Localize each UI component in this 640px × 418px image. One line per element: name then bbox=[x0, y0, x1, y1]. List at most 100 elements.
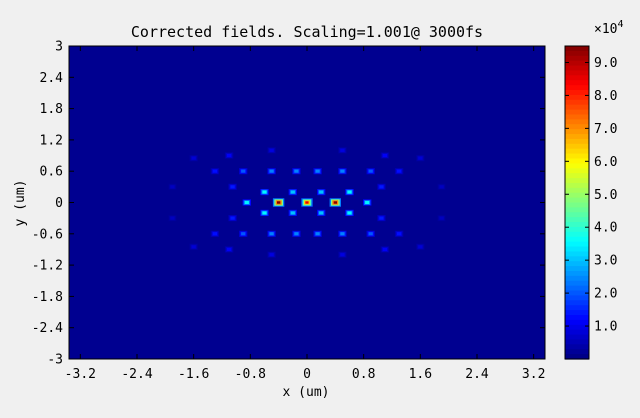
colorbar-swatch bbox=[565, 70, 589, 76]
heatmap-cell bbox=[315, 169, 320, 173]
heatmap-feature bbox=[317, 189, 326, 196]
y-tick-label: -1.8 bbox=[32, 290, 63, 305]
colorbar-swatch bbox=[565, 295, 589, 301]
colorbar-swatch bbox=[565, 319, 589, 326]
colorbar-tick-label: 1.0 bbox=[594, 320, 617, 335]
colorbar-swatch bbox=[565, 119, 589, 125]
colorbar-swatch bbox=[565, 344, 589, 350]
heatmap-feature bbox=[210, 168, 220, 175]
colorbar-swatch bbox=[565, 251, 589, 257]
heatmap-cell bbox=[379, 185, 384, 189]
heatmap-cell bbox=[305, 201, 309, 204]
heatmap-feature bbox=[292, 168, 301, 175]
y-tick-label: -1.2 bbox=[32, 259, 63, 274]
colorbar-swatch bbox=[565, 182, 589, 189]
heatmap-peak bbox=[272, 198, 285, 207]
colorbar-swatch bbox=[565, 349, 589, 355]
colorbar-tick-label: 3.0 bbox=[594, 254, 617, 269]
colorbar-exponent-power: 4 bbox=[617, 19, 623, 30]
heatmap-feature bbox=[168, 183, 177, 190]
heatmap-cell bbox=[290, 190, 295, 194]
colorbar-swatch bbox=[565, 226, 589, 233]
heatmap-feature bbox=[288, 209, 297, 216]
heatmap-feature bbox=[313, 168, 322, 175]
heatmap-feature bbox=[394, 230, 404, 237]
y-tick-label: 0 bbox=[55, 196, 63, 211]
heatmap-cell bbox=[340, 232, 345, 236]
colorbar-swatch bbox=[565, 329, 589, 336]
heatmap-cell bbox=[319, 211, 324, 215]
colorbar-frame bbox=[564, 45, 590, 360]
heatmap-cell bbox=[269, 148, 274, 152]
colorbar-swatch bbox=[565, 339, 589, 345]
heatmap-feature bbox=[380, 246, 390, 253]
heatmap-cell bbox=[365, 200, 370, 204]
heatmap-feature bbox=[267, 168, 276, 175]
heatmap-feature bbox=[377, 215, 386, 222]
colorbar-tick-label: 6.0 bbox=[594, 155, 617, 170]
heatmap-cell bbox=[418, 156, 423, 160]
y-axis: 3 2.4 1.8 1.2 0.6 0 -0.6 -1.2 -1.8 -2.4 -3 bbox=[32, 40, 545, 368]
heatmap-feature bbox=[338, 251, 347, 258]
heatmap-feature bbox=[239, 168, 248, 175]
heatmap-feature bbox=[210, 230, 220, 237]
heatmap-feature bbox=[394, 168, 404, 175]
colorbar-swatch bbox=[565, 202, 589, 208]
colorbar-swatch bbox=[565, 324, 589, 331]
heatmap-cell bbox=[418, 245, 423, 249]
colorbar-swatch bbox=[565, 148, 589, 155]
x-tick-label: 3.2 bbox=[522, 367, 545, 382]
colorbar-tick-label: 4.0 bbox=[594, 221, 617, 236]
y-tick-label: 1.2 bbox=[40, 133, 63, 148]
heatmap-cell bbox=[230, 185, 235, 189]
y-axis-label: y (um) bbox=[13, 180, 28, 227]
heatmap-feature bbox=[437, 215, 446, 222]
colorbar-swatch bbox=[565, 173, 589, 179]
heatmap-feature bbox=[416, 243, 425, 250]
y-tick-label: -2.4 bbox=[32, 321, 63, 336]
colorbar-tick-label: 9.0 bbox=[594, 56, 617, 71]
y-tick-label: -3 bbox=[47, 353, 63, 368]
heatmap-feature bbox=[380, 152, 390, 159]
heatmap-cell bbox=[368, 232, 373, 236]
heatmap-cell bbox=[379, 216, 384, 220]
heatmap-cell bbox=[319, 190, 324, 194]
colorbar-swatch bbox=[565, 212, 589, 218]
colorbar-swatch bbox=[565, 80, 589, 86]
heatmap-cell bbox=[269, 232, 274, 236]
colorbar-swatch bbox=[565, 275, 589, 282]
colorbar-swatch bbox=[565, 231, 589, 238]
heatmap-cell bbox=[340, 148, 345, 152]
colorbar-swatch bbox=[565, 207, 589, 213]
colorbar-swatch bbox=[565, 90, 589, 96]
colorbar-swatch bbox=[565, 280, 589, 287]
heatmap-cell bbox=[227, 247, 232, 251]
colorbar-swatch bbox=[565, 314, 589, 321]
heatmap-cell bbox=[368, 169, 373, 173]
colorbar-swatch bbox=[565, 178, 589, 184]
heatmap-cell bbox=[439, 185, 444, 189]
colorbar-swatch bbox=[565, 261, 589, 267]
colorbar-axis: 1.0 2.0 3.0 4.0 5.0 6.0 7.0 8.0 9.0 bbox=[565, 56, 617, 335]
heatmap-feature bbox=[228, 183, 237, 190]
y-tick-label: 3 bbox=[55, 40, 63, 55]
heatmap-feature bbox=[228, 215, 237, 222]
heatmap-cell bbox=[333, 201, 337, 204]
heatmap-cell bbox=[269, 169, 274, 173]
colorbar-swatch bbox=[565, 65, 589, 72]
colorbar-swatch bbox=[565, 60, 589, 67]
heatmap-cell bbox=[347, 190, 352, 194]
colorbar-swatch bbox=[565, 129, 589, 135]
colorbar-swatch bbox=[565, 305, 589, 311]
colorbar-tick-label: 2.0 bbox=[594, 287, 617, 302]
heatmap-feature bbox=[224, 152, 234, 159]
heatmap-cell bbox=[347, 211, 352, 215]
heatmap-cell bbox=[227, 154, 232, 158]
heatmap-cell bbox=[244, 200, 249, 204]
heatmap-feature bbox=[416, 155, 425, 162]
colorbar-swatch bbox=[565, 187, 589, 194]
heatmap-feature bbox=[168, 215, 177, 222]
colorbar-swatch bbox=[565, 75, 589, 81]
heatmap-feature bbox=[242, 199, 251, 206]
colorbar-swatch bbox=[565, 46, 589, 52]
